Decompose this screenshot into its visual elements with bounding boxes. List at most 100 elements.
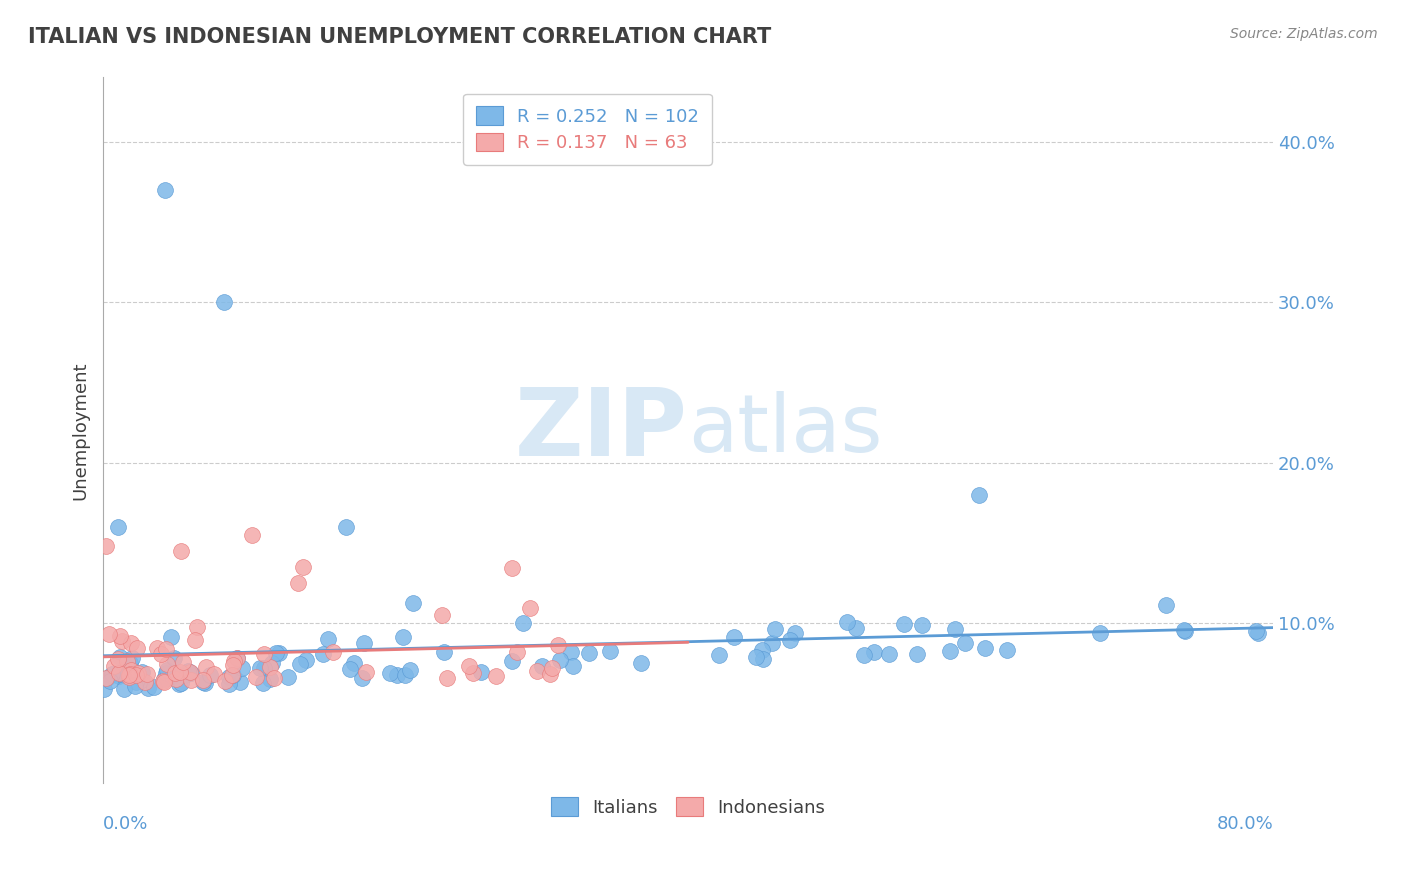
Point: [103, 658, 125, 673]
Point: [174, 667, 197, 681]
Point: [877, 648, 900, 662]
Point: [837, 615, 859, 629]
Point: [433, 645, 456, 659]
Point: [107, 666, 129, 681]
Point: [96, 539, 118, 553]
Point: [560, 645, 582, 659]
Point: [394, 668, 416, 682]
Point: [152, 672, 174, 686]
Point: [253, 647, 276, 661]
Point: [198, 667, 221, 681]
Point: [118, 667, 141, 681]
Point: [343, 657, 366, 671]
Point: [316, 632, 339, 646]
Point: [179, 665, 201, 679]
Point: [152, 675, 174, 690]
Point: [112, 682, 135, 697]
Point: [214, 674, 236, 689]
Point: [995, 643, 1018, 657]
Point: [170, 544, 193, 558]
Point: [436, 671, 458, 685]
Point: [259, 673, 281, 687]
Point: [263, 671, 285, 685]
Point: [1173, 624, 1195, 638]
Point: [938, 644, 960, 658]
Point: [111, 634, 134, 648]
Point: [100, 666, 122, 681]
Point: [229, 675, 252, 690]
Point: [943, 622, 966, 636]
Text: 80.0%: 80.0%: [1216, 815, 1272, 833]
Point: [163, 666, 186, 681]
Point: [402, 596, 425, 610]
Point: [550, 653, 572, 667]
Point: [779, 632, 801, 647]
Y-axis label: Unemployment: Unemployment: [72, 361, 89, 500]
Point: [108, 669, 131, 683]
Text: ITALIAN VS INDONESIAN UNEMPLOYMENT CORRELATION CHART: ITALIAN VS INDONESIAN UNEMPLOYMENT CORRE…: [28, 27, 772, 46]
Point: [191, 675, 214, 690]
Point: [853, 648, 876, 662]
Point: [115, 654, 138, 668]
Point: [218, 670, 240, 684]
Point: [120, 663, 142, 677]
Point: [470, 665, 492, 679]
Point: [221, 668, 243, 682]
Text: ZIP: ZIP: [515, 384, 688, 476]
Point: [162, 651, 184, 665]
Point: [194, 676, 217, 690]
Point: [538, 666, 561, 681]
Point: [911, 618, 934, 632]
Point: [226, 651, 249, 665]
Point: [354, 665, 377, 679]
Point: [863, 645, 886, 659]
Point: [202, 667, 225, 681]
Point: [124, 679, 146, 693]
Point: [125, 668, 148, 682]
Point: [1088, 625, 1111, 640]
Point: [630, 657, 652, 671]
Point: [350, 671, 373, 685]
Point: [131, 665, 153, 679]
Point: [118, 667, 141, 681]
Point: [96, 671, 118, 685]
Point: [184, 632, 207, 647]
Point: [562, 659, 585, 673]
Point: [501, 561, 523, 575]
Point: [108, 666, 131, 681]
Point: [335, 520, 357, 534]
Point: [125, 640, 148, 655]
Point: [127, 665, 149, 680]
Point: [723, 630, 745, 644]
Point: [353, 635, 375, 649]
Point: [169, 665, 191, 680]
Point: [512, 615, 534, 630]
Point: [269, 646, 291, 660]
Point: [541, 661, 564, 675]
Point: [745, 650, 768, 665]
Point: [170, 676, 193, 690]
Point: [893, 616, 915, 631]
Point: [96, 671, 118, 685]
Point: [124, 675, 146, 690]
Text: atlas: atlas: [688, 392, 883, 469]
Point: [131, 673, 153, 688]
Point: [292, 559, 315, 574]
Point: [167, 677, 190, 691]
Point: [547, 638, 569, 652]
Point: [953, 636, 976, 650]
Point: [107, 520, 129, 534]
Point: [180, 665, 202, 680]
Point: [578, 646, 600, 660]
Point: [752, 652, 775, 666]
Point: [287, 575, 309, 590]
Point: [264, 646, 287, 660]
Point: [253, 661, 276, 675]
Point: [240, 528, 263, 542]
Point: [177, 664, 200, 678]
Point: [212, 295, 235, 310]
Point: [195, 659, 218, 673]
Point: [252, 675, 274, 690]
Point: [110, 649, 132, 664]
Point: [134, 674, 156, 689]
